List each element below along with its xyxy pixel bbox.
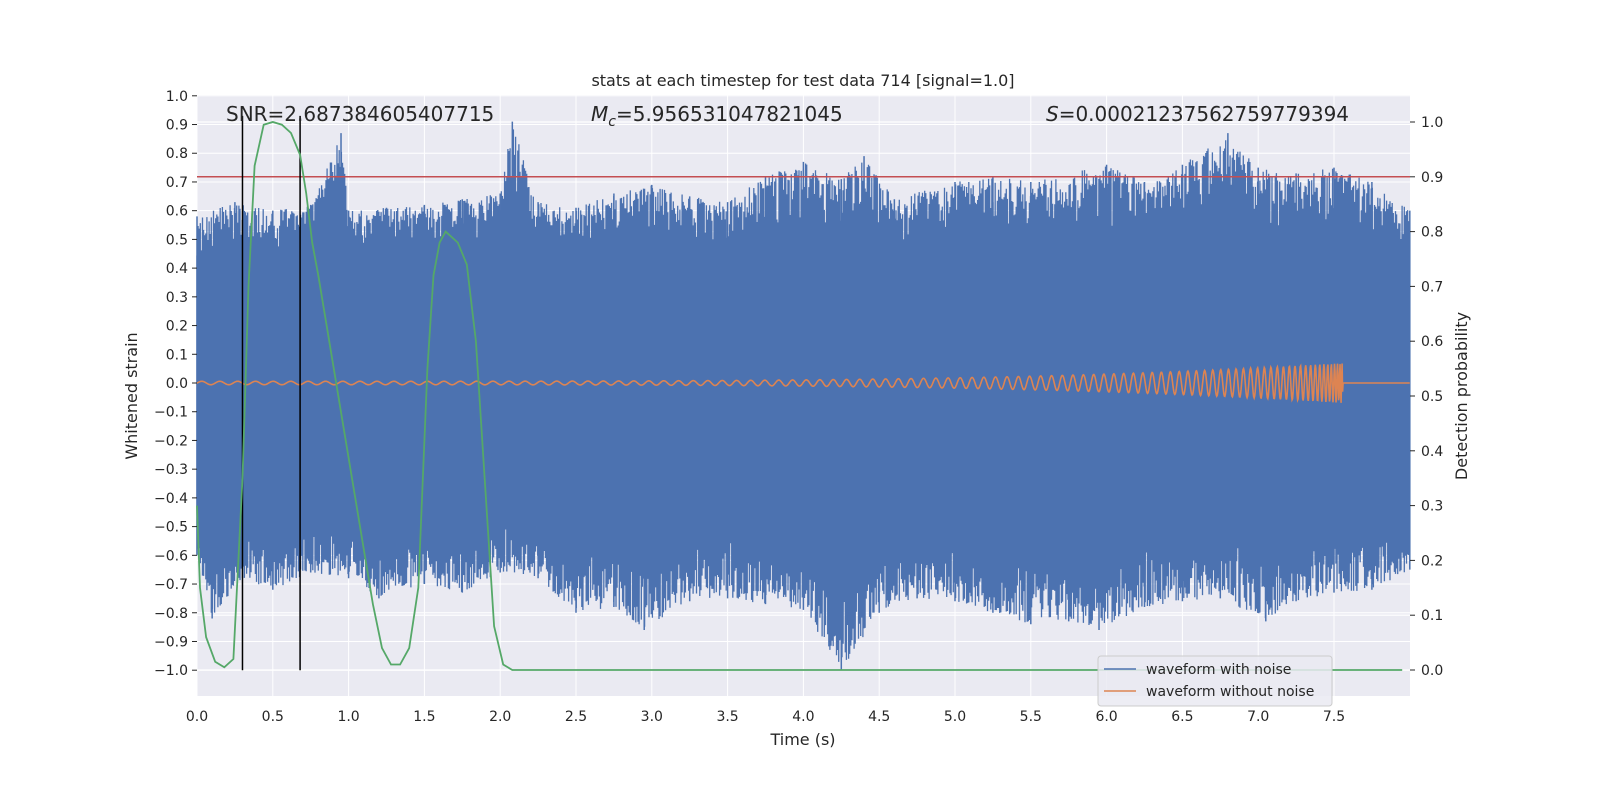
x-tick-label: 0.0: [186, 709, 208, 725]
y2-tick-label: 0.2: [1421, 553, 1443, 569]
x-tick-label: 1.0: [337, 709, 359, 725]
y2-tick-label: 1.0: [1421, 115, 1443, 131]
chirp-mass-subscript: c: [608, 114, 616, 130]
y2-tick-label: 0.7: [1421, 279, 1443, 295]
y2-axis-ticks: 1.0 0.9 0.8 0.7 0.6 0.5 0.4 0.3 0.2 0.1 0.0: [1410, 115, 1443, 679]
legend-box: [1097, 655, 1333, 707]
legend-label-clean: waveform without noise: [1146, 684, 1314, 700]
y-tick-label: 0.5: [166, 232, 188, 248]
noisy-waveform-series: [196, 121, 1411, 671]
y-tick-label: −0.7: [154, 577, 188, 593]
y-tick-label: 0.7: [166, 175, 188, 191]
x-tick-label: 7.0: [1247, 709, 1269, 725]
y-tick-label: 0.0: [166, 376, 188, 392]
y2-tick-label: 0.5: [1421, 389, 1443, 405]
legend-label-noisy: waveform with noise: [1146, 662, 1291, 678]
detection-probability-series: [196, 121, 1403, 671]
x-tick-label: 2.0: [489, 709, 511, 725]
y-tick-label: 0.8: [166, 146, 188, 162]
y2-axis-label: Detection probability: [1452, 312, 1471, 480]
clean-waveform-series: [196, 363, 1410, 403]
y2-tick-label: 0.9: [1421, 170, 1443, 186]
y-tick-label: 1.0: [166, 89, 188, 105]
y-tick-label: −0.1: [154, 405, 188, 421]
s-symbol: S: [1046, 102, 1059, 126]
x-axis-ticks: 0.0 0.5 1.0 1.5 2.0 2.5 3.0 3.5 4.0 4.5 5.0 5.5 6.0 6…: [186, 709, 1345, 725]
y-tick-label: −0.5: [154, 520, 188, 536]
y-tick-label: 0.6: [166, 204, 188, 220]
legend: waveform with noise waveform without noi…: [1097, 655, 1333, 707]
y-tick-label: 0.9: [166, 118, 188, 134]
x-tick-label: 4.5: [868, 709, 890, 725]
x-axis-label: Time (s): [769, 730, 835, 749]
chirp-mass-value: =5.956531047821045: [616, 102, 843, 126]
y-tick-label: −0.2: [154, 433, 188, 449]
chirp-mass-annotation: Mc=5.956531047821045: [591, 102, 843, 130]
y-tick-label: 0.4: [166, 261, 188, 277]
snr-annotation: SNR=2.687384605407715: [226, 102, 494, 126]
s-annotation: S=0.00021237562759779394: [1046, 102, 1349, 126]
y2-tick-label: 0.8: [1421, 225, 1443, 241]
y-axis-label: Whitened strain: [122, 332, 141, 459]
x-tick-label: 3.5: [716, 709, 738, 725]
y-tick-label: −0.3: [154, 462, 188, 478]
y2-tick-label: 0.1: [1421, 608, 1443, 624]
x-tick-label: 2.5: [565, 709, 587, 725]
x-tick-label: 5.0: [944, 709, 966, 725]
y-tick-label: −0.4: [154, 491, 188, 507]
vertical-markers: [241, 115, 301, 671]
x-tick-label: 6.0: [1095, 709, 1117, 725]
chirp-mass-symbol: M: [591, 102, 608, 126]
y-tick-label: 0.3: [166, 290, 188, 306]
x-tick-label: 6.5: [1171, 709, 1193, 725]
x-tick-label: 4.0: [792, 709, 814, 725]
y2-tick-label: 0.3: [1421, 499, 1443, 515]
y-tick-label: 0.2: [166, 319, 188, 335]
y-tick-label: 0.1: [166, 347, 188, 363]
x-tick-label: 7.5: [1323, 709, 1345, 725]
y-tick-label: −0.6: [154, 548, 188, 564]
y2-tick-label: 0.4: [1421, 444, 1443, 460]
y2-tick-label: 0.6: [1421, 334, 1443, 350]
x-tick-label: 1.5: [413, 709, 435, 725]
y-tick-label: −1.0: [154, 663, 188, 679]
y-axis-ticks: 1.0 0.9 0.8 0.7 0.6 0.5 0.4 0.3 0.2 0.1 0.0 −0.1 −0.…: [154, 89, 197, 679]
x-tick-label: 5.5: [1020, 709, 1042, 725]
y2-tick-label: 0.0: [1421, 663, 1443, 679]
chart-title: stats at each timestep for test data 714…: [591, 71, 1014, 90]
detection-probability-line: [196, 121, 1403, 671]
s-value: =0.00021237562759779394: [1059, 102, 1349, 126]
x-tick-label: 0.5: [262, 709, 284, 725]
x-tick-label: 3.0: [641, 709, 663, 725]
y-tick-label: −0.8: [154, 606, 188, 622]
clean-waveform-line: [196, 363, 1410, 403]
y-tick-label: −0.9: [154, 634, 188, 650]
